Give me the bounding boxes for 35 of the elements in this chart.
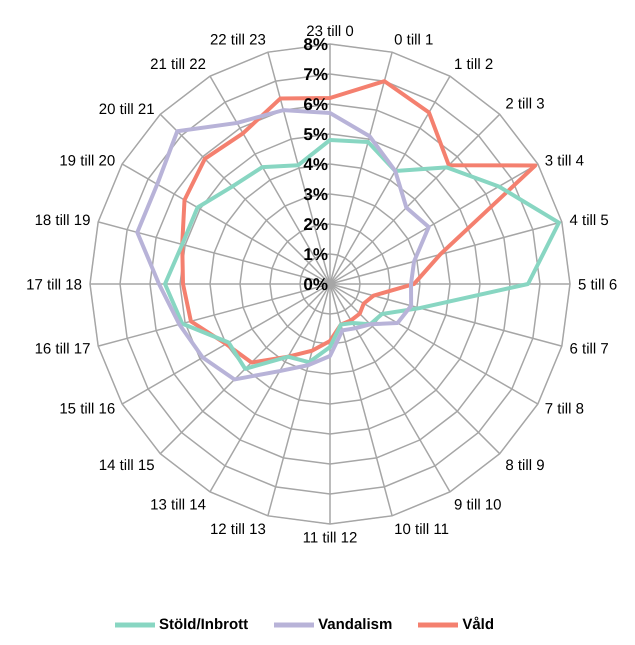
y-tick-label: 4% xyxy=(303,155,328,174)
spoke-label: 13 till 14 xyxy=(150,496,206,514)
spoke-label: 11 till 12 xyxy=(302,530,358,547)
y-tick-label: 1% xyxy=(303,245,328,264)
spoke-label: 0 till 1 xyxy=(394,31,434,48)
y-tick-label: 7% xyxy=(303,65,328,84)
spoke-label: 6 till 7 xyxy=(570,340,609,358)
spoke-label: 4 till 5 xyxy=(570,212,609,230)
y-tick-label: 3% xyxy=(303,185,328,204)
spoke-label: 20 till 21 xyxy=(98,100,155,118)
spoke-label: 7 till 8 xyxy=(544,400,584,418)
spoke-label: 8 till 9 xyxy=(505,457,545,474)
y-tick-label: 6% xyxy=(303,95,328,114)
spoke-label: 12 till 13 xyxy=(210,521,266,538)
spoke-label: 15 till 16 xyxy=(59,400,116,418)
spoke-label: 10 till 11 xyxy=(394,521,449,538)
spoke-label: 2 till 3 xyxy=(505,96,545,113)
spoke-label: 9 till 10 xyxy=(454,496,502,514)
spoke-label: 14 till 15 xyxy=(98,457,155,474)
y-tick-label: 8% xyxy=(303,35,328,54)
spoke-label: 18 till 19 xyxy=(34,212,90,230)
spoke-label: 1 till 2 xyxy=(454,56,494,74)
legend-label: Stöld/Inbrott xyxy=(158,616,248,633)
y-tick-label: 0% xyxy=(303,275,328,294)
legend-label: Vandalism xyxy=(318,616,392,633)
spoke-label: 17 till 18 xyxy=(26,276,82,294)
y-tick-label: 5% xyxy=(303,125,328,144)
legend-label: Våld xyxy=(462,616,494,633)
spoke-label: 19 till 20 xyxy=(59,152,116,170)
spoke-label: 21 till 22 xyxy=(150,56,206,74)
spoke-label: 22 till 23 xyxy=(210,31,266,48)
y-tick-label: 2% xyxy=(303,215,328,234)
spoke-label: 5 till 6 xyxy=(578,276,618,294)
spoke-label: 3 till 4 xyxy=(544,152,584,170)
spoke-label: 16 till 17 xyxy=(34,340,90,358)
